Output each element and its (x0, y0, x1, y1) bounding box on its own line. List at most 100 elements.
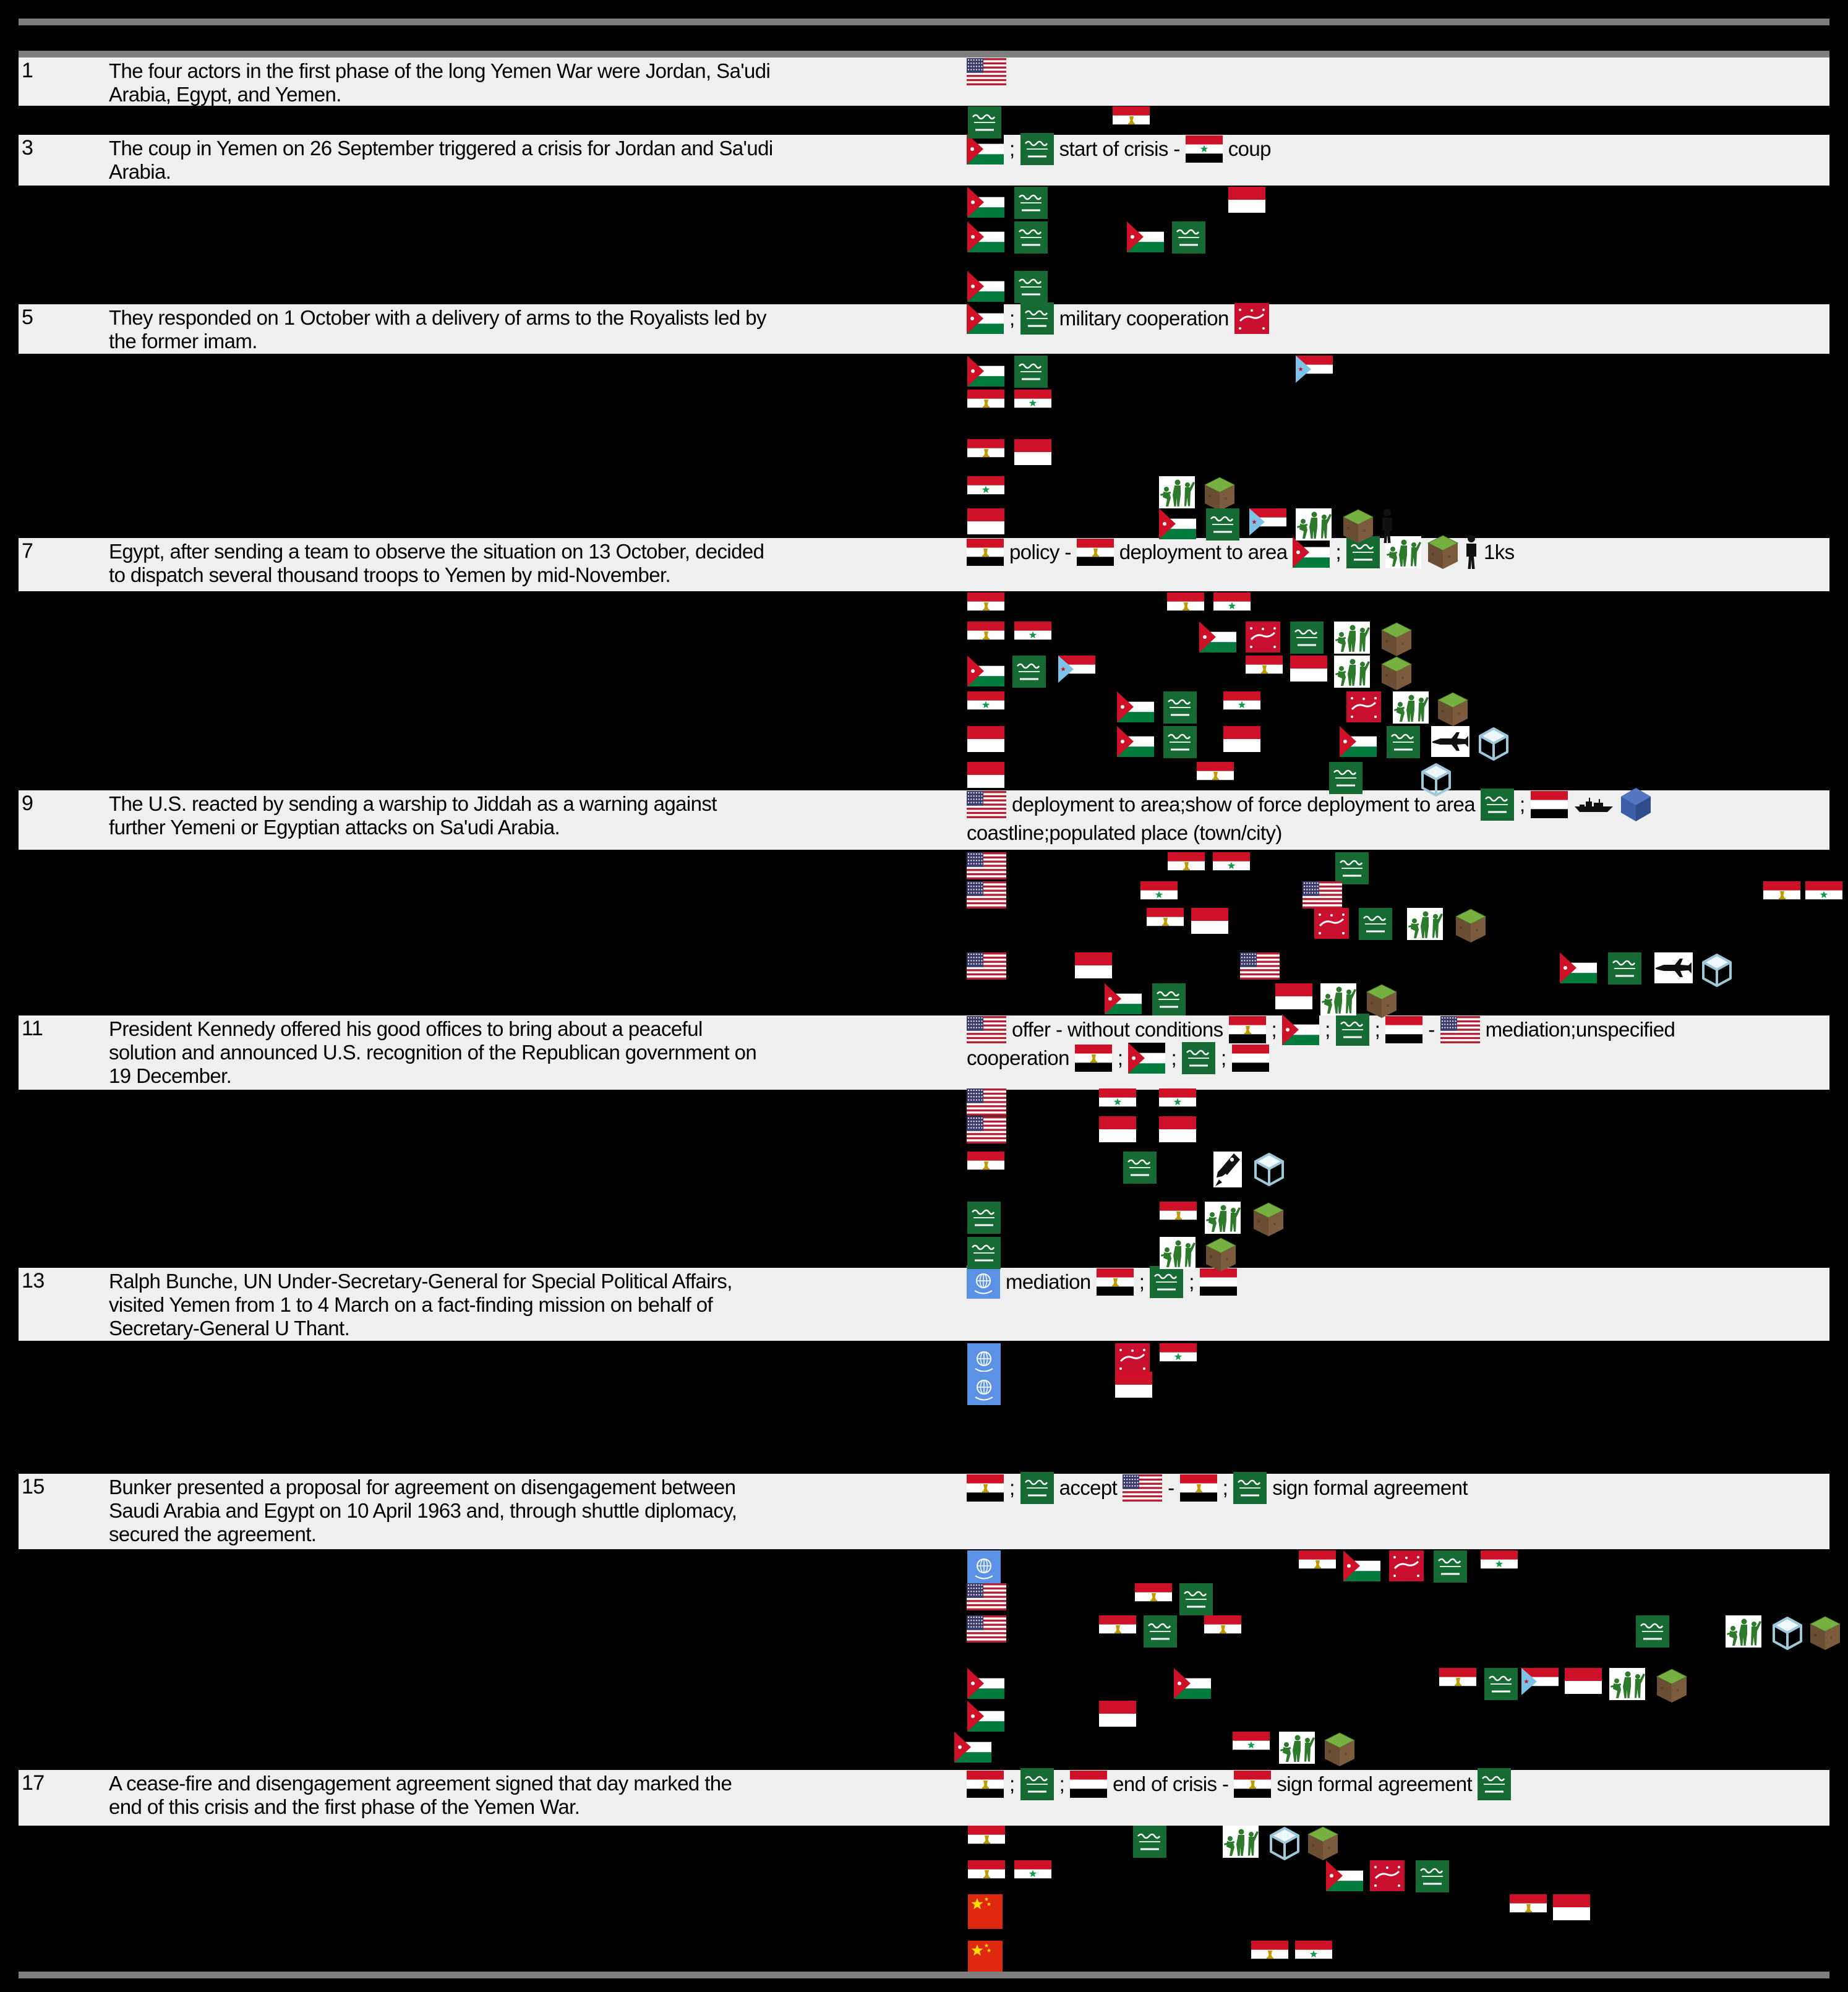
blue-cube-icon (1620, 787, 1652, 823)
saudi-arabia-flag-icon (1206, 508, 1239, 541)
annotation-text: deployment to area;show of force deploym… (1012, 793, 1476, 816)
sentence-text: the former imam. (109, 330, 257, 353)
soldiers-icon (1334, 656, 1370, 688)
north-yemen-flag-icon (1295, 1941, 1332, 1968)
annotation-text: ; (1325, 1018, 1330, 1041)
kingdom-of-yemen-flag-icon (1389, 1550, 1424, 1581)
jordan-flag-icon (1293, 537, 1330, 568)
north-yemen-flag-icon (1185, 135, 1223, 163)
indonesia-flag-icon (1115, 1372, 1152, 1398)
north-yemen-flag-icon (1223, 691, 1260, 719)
annotation-text: deployment to area (1119, 541, 1288, 563)
terrain-block-icon (1656, 1668, 1688, 1704)
indonesia-flag-icon (1275, 983, 1312, 1009)
saudi-arabia-flag-icon (1290, 622, 1324, 654)
egypt-flag-icon (1234, 1771, 1272, 1798)
china-flag-icon (968, 1894, 1003, 1929)
saudi-arabia-flag-icon (1014, 221, 1048, 254)
egypt-flag-icon (1763, 881, 1800, 909)
north-yemen-flag-icon (1160, 1343, 1197, 1371)
saudi-arabia-flag-icon (1434, 1550, 1467, 1583)
jordan-flag-icon (967, 221, 1004, 252)
kingdom-of-yemen-flag-icon (1370, 1860, 1405, 1891)
egypt-flag-icon (1074, 1045, 1112, 1072)
terrain-block-icon (1366, 983, 1398, 1019)
event-annotation: coastline;populated place (town/city) (967, 819, 1282, 847)
indonesia-flag-icon (1014, 439, 1051, 465)
saudi-arabia-flag-icon (1484, 1668, 1518, 1700)
sentence-text: The coup in Yemen on 26 September trigge… (109, 137, 773, 160)
sentence-text: further Yemeni or Egyptian attacks on Sa… (109, 816, 560, 839)
egypt-flag-icon (1076, 539, 1114, 566)
terrain-block-icon (1342, 508, 1374, 544)
yemen-flag-icon (1070, 1771, 1108, 1798)
north-yemen-flag-icon (1099, 1088, 1136, 1116)
jordan-flag-icon (1343, 1550, 1380, 1581)
egypt-flag-icon (967, 592, 1004, 620)
sentence-row-9: 9 The U.S. reacted by sending a warship t… (19, 787, 1829, 850)
annotation-text: cooperation (967, 1046, 1069, 1069)
north-yemen-flag-icon (1014, 390, 1051, 417)
annotation-text: ; (1009, 137, 1015, 160)
annotation-text: mediation;unspecified (1485, 1018, 1675, 1041)
soldiers-icon (1205, 1202, 1241, 1234)
terrain-block-icon (1205, 1237, 1237, 1273)
egypt-flag-icon (968, 1860, 1005, 1888)
yemen-flag-icon (1199, 1268, 1237, 1296)
terrain-block-icon (1809, 1615, 1841, 1651)
sentence-text: A cease-fire and disengagement agreement… (109, 1772, 732, 1795)
saudi-arabia-flag-icon (1014, 271, 1048, 303)
annotation-text: - (1168, 1476, 1174, 1499)
annotation-text: coup (1228, 137, 1272, 160)
fighter-jet-icon (1431, 726, 1469, 757)
jordan-flag-icon (1127, 221, 1164, 252)
saudi-arabia-flag-icon (1478, 1768, 1512, 1800)
north-yemen-flag-icon (1233, 1732, 1270, 1759)
sentence-text: Arabia, Egypt, and Yemen. (109, 83, 341, 106)
egypt-flag-icon (1510, 1894, 1547, 1922)
sentence-text: visited Yemen from 1 to 4 March on a fac… (109, 1293, 713, 1316)
north-yemen-flag-icon (1213, 592, 1251, 620)
jordan-flag-icon (1128, 1043, 1166, 1074)
indonesia-flag-icon (967, 762, 1004, 788)
terrain-block-icon (1252, 1202, 1285, 1238)
egypt-flag-icon (1096, 1268, 1134, 1296)
row-number: 13 (22, 1269, 45, 1293)
event-annotation: cooperation;;; (967, 1042, 1269, 1074)
sentence-text: Bunker presented a proposal for agreemen… (109, 1476, 736, 1498)
soldiers-icon (1726, 1615, 1761, 1648)
saudi-arabia-flag-icon (1020, 133, 1054, 165)
sentence-row-15: 15 Bunker presented a proposal for agreem… (19, 1472, 1829, 1549)
jordan-flag-icon (1159, 508, 1196, 539)
terrain-block-icon (1427, 534, 1459, 570)
egypt-flag-icon (967, 390, 1004, 417)
jordan-flag-icon (967, 356, 1004, 387)
kingdom-of-yemen-flag-icon (1234, 303, 1269, 334)
egypt-flag-icon (1135, 1583, 1172, 1611)
jordan-flag-icon (1282, 1014, 1320, 1045)
terrain-block-icon (1204, 476, 1236, 512)
row-number: 1 (22, 59, 33, 82)
annotation-text: start of crisis - (1059, 137, 1181, 160)
north-yemen-flag-icon (1014, 622, 1051, 649)
egypt-flag-icon (1439, 1668, 1476, 1696)
row-number: 3 (22, 136, 33, 160)
row-number: 17 (22, 1771, 45, 1795)
sentence-row-3: 3 The coup in Yemen on 26 September trigg… (19, 133, 1829, 186)
row-number: 7 (22, 539, 33, 563)
sentence-row-13: 13 Ralph Bunche, UN Under-Secretary-Gener… (19, 1265, 1829, 1341)
soldiers-icon (1160, 1237, 1196, 1269)
us-flag-icon (1440, 1016, 1480, 1043)
sentence-row-7: 7 Egypt, after sending a team to observe … (19, 535, 1829, 591)
jordan-flag-icon (1117, 726, 1154, 757)
kingdom-of-yemen-flag-icon (1346, 691, 1381, 722)
cube-outline-icon (1771, 1615, 1803, 1651)
sentence-text: President Kennedy offered his good offic… (109, 1017, 703, 1040)
event-annotation: ; accept -; sign formal agreement (967, 1472, 1468, 1504)
saudi-arabia-flag-icon (1335, 1014, 1369, 1046)
cube-outline-icon (1268, 1826, 1301, 1862)
jordan-flag-icon (967, 1701, 1004, 1732)
annotation-text: ; (1117, 1046, 1123, 1069)
indonesia-flag-icon (1223, 726, 1260, 752)
